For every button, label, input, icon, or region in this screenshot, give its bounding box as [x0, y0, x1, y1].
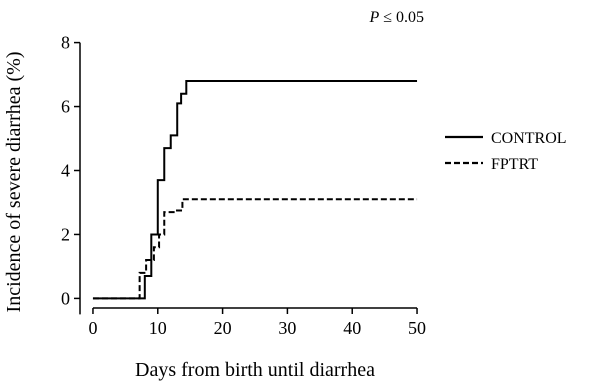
y-tick-label: 6 [61, 97, 70, 117]
x-axis-label: Days from birth until diarrhea [135, 359, 375, 381]
x-tick-label: 10 [149, 318, 167, 338]
legend-label-fptrt: FPTRT [491, 156, 538, 173]
x-tick-label: 30 [278, 318, 296, 338]
y-tick-label: 2 [61, 224, 70, 244]
x-tick-label: 40 [343, 318, 361, 338]
legend: CONTROL FPTRT [445, 130, 567, 173]
y-tick-label: 4 [61, 161, 70, 181]
y-tick-label: 0 [61, 288, 70, 308]
x-tick-label: 0 [88, 318, 97, 338]
series-line-fptrt [92, 198, 418, 300]
axes: 0 2 4 6 8 0 10 20 30 40 50 [61, 33, 426, 338]
p-value-annotation: P ≤ 0.05 [368, 9, 424, 26]
x-tick-label: 50 [408, 318, 426, 338]
series-line-control [92, 79, 418, 300]
annotation-italic: P [368, 9, 379, 26]
annotation-rest: ≤ 0.05 [379, 9, 424, 26]
y-axis-label: Incidence of severe diarrhea (%) [3, 52, 25, 313]
x-tick-label: 20 [214, 318, 232, 338]
y-tick-label: 8 [61, 33, 70, 53]
series-group [92, 79, 418, 300]
svg-text:P ≤ 0.05: P ≤ 0.05 [368, 9, 424, 26]
legend-label-control: CONTROL [491, 130, 567, 147]
